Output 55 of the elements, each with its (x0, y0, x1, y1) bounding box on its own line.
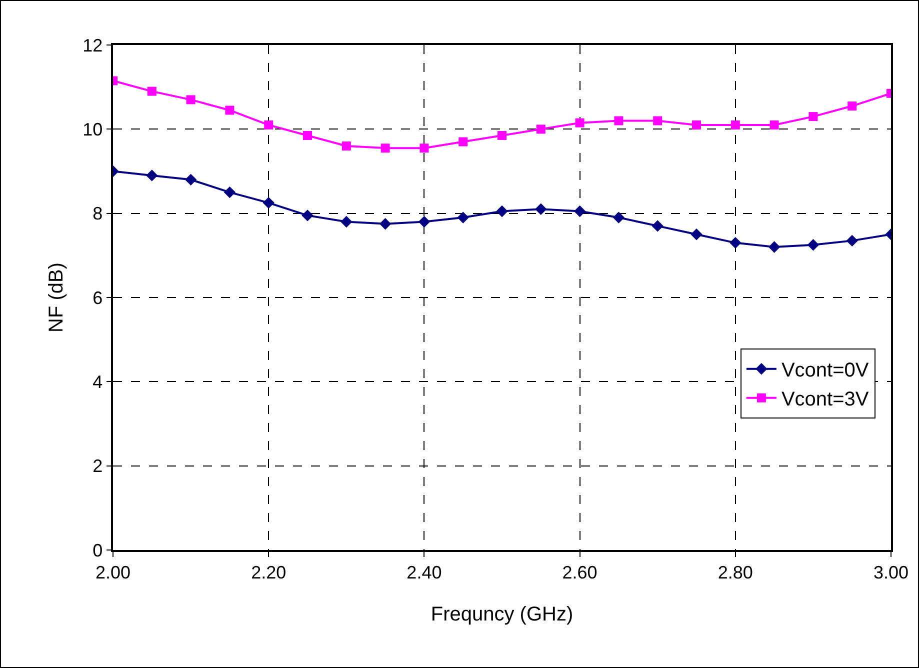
point (730, 120, 740, 130)
point (418, 216, 430, 228)
point (692, 120, 701, 130)
point (653, 116, 662, 126)
point (303, 130, 312, 140)
point (652, 220, 664, 232)
point (770, 120, 779, 130)
point (848, 102, 857, 111)
x-tick-label: 2.40 (406, 562, 442, 582)
point (496, 205, 508, 218)
point (457, 212, 469, 224)
x-tick-label: 2.60 (562, 562, 598, 582)
point (536, 124, 546, 134)
x-tick-label: 2.00 (95, 562, 131, 582)
point (186, 95, 196, 104)
point (342, 142, 351, 150)
point (535, 203, 547, 215)
point (224, 186, 236, 198)
point (690, 228, 702, 240)
y-tick-label: 12 (82, 35, 103, 56)
point (612, 212, 625, 224)
point (807, 239, 820, 251)
y-tick-label: 4 (92, 372, 103, 392)
point (225, 106, 234, 115)
point (575, 118, 584, 128)
point (184, 174, 197, 186)
y-tick-label: 8 (92, 204, 103, 224)
point (808, 112, 818, 122)
legend-label: Vcont=3V (781, 388, 870, 411)
point (340, 216, 352, 228)
x-tick-label: 2.80 (718, 562, 753, 582)
point (768, 241, 780, 253)
point (846, 234, 858, 247)
point (302, 210, 314, 222)
point (498, 130, 506, 140)
x-tick-label: 3.00 (873, 562, 909, 582)
x-axis-title: Frequncy (GHz) (430, 604, 574, 626)
point (379, 218, 392, 230)
y-tick-label: 6 (92, 288, 103, 308)
point (147, 86, 156, 96)
point (146, 170, 158, 182)
point (574, 205, 586, 218)
point (262, 196, 274, 209)
y-axis-title: NF (dB) (46, 262, 68, 332)
point (614, 116, 624, 126)
point (264, 120, 274, 130)
y-tick-label: 2 (92, 456, 103, 476)
point (730, 236, 742, 249)
point (458, 137, 468, 146)
y-tick-label: 0 (92, 540, 103, 560)
x-tick-label: 2.20 (251, 562, 286, 582)
point (380, 144, 390, 153)
legend-label: Vcont=0V (781, 360, 870, 382)
point (420, 144, 429, 153)
y-tick-label: 10 (82, 119, 103, 140)
